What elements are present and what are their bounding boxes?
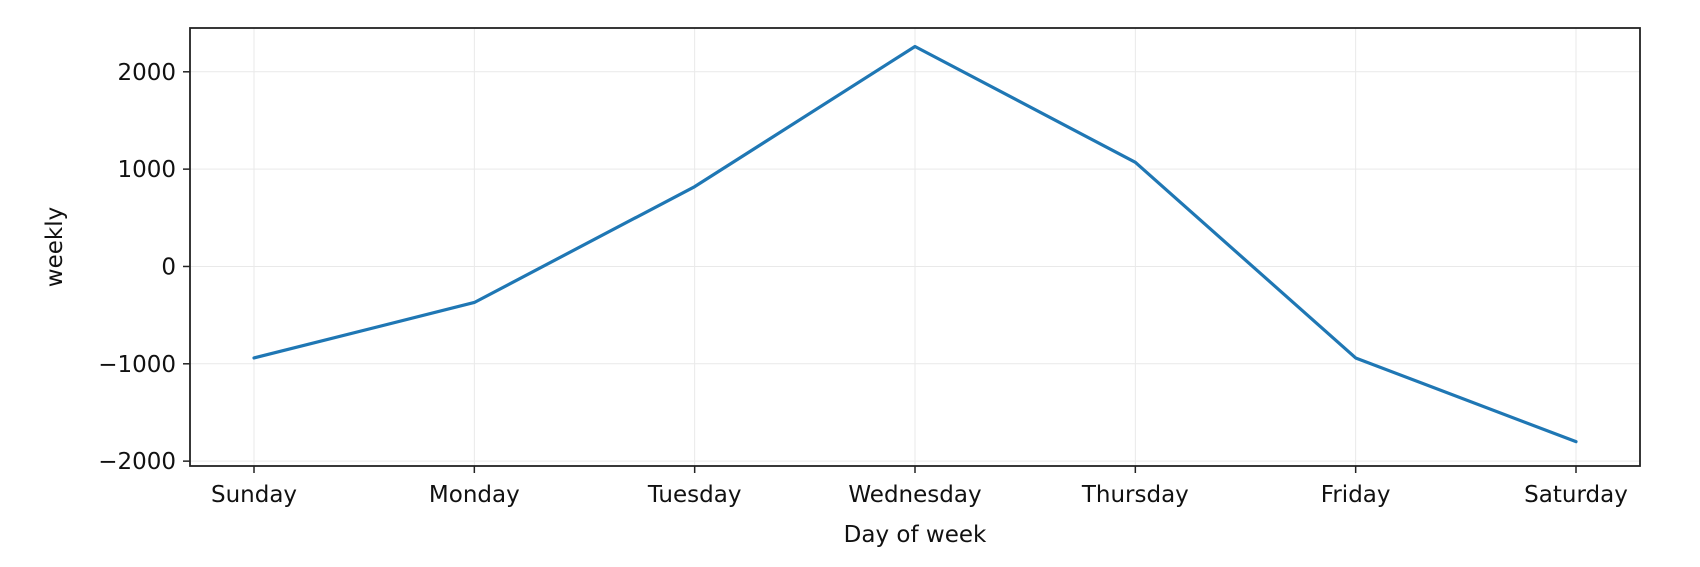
- x-tick-label: Monday: [429, 482, 520, 508]
- y-axis: −2000 −1000 0 1000 2000: [98, 60, 190, 475]
- x-tick-label: Wednesday: [848, 482, 981, 508]
- x-tick-label: Sunday: [211, 482, 297, 508]
- y-tick-label: 1000: [117, 157, 176, 183]
- y-tick-label: −1000: [98, 352, 176, 378]
- series-layer: [252, 44, 1578, 444]
- grid-lines: [190, 28, 1640, 466]
- y-tick-label: −2000: [98, 449, 176, 475]
- x-tick-label: Saturday: [1524, 482, 1628, 508]
- y-tick-label: 0: [161, 254, 176, 280]
- x-tick-label: Thursday: [1081, 482, 1189, 508]
- x-axis: Sunday Monday Tuesday Wednesday Thursday Frid…: [211, 466, 1628, 508]
- x-tick-label: Friday: [1321, 482, 1391, 508]
- x-axis-title: Day of week: [844, 522, 987, 548]
- x-tick-label: Tuesday: [647, 482, 742, 508]
- series-line: [252, 44, 1578, 444]
- y-axis-title: weekly: [42, 207, 68, 287]
- y-tick-label: 2000: [117, 60, 176, 86]
